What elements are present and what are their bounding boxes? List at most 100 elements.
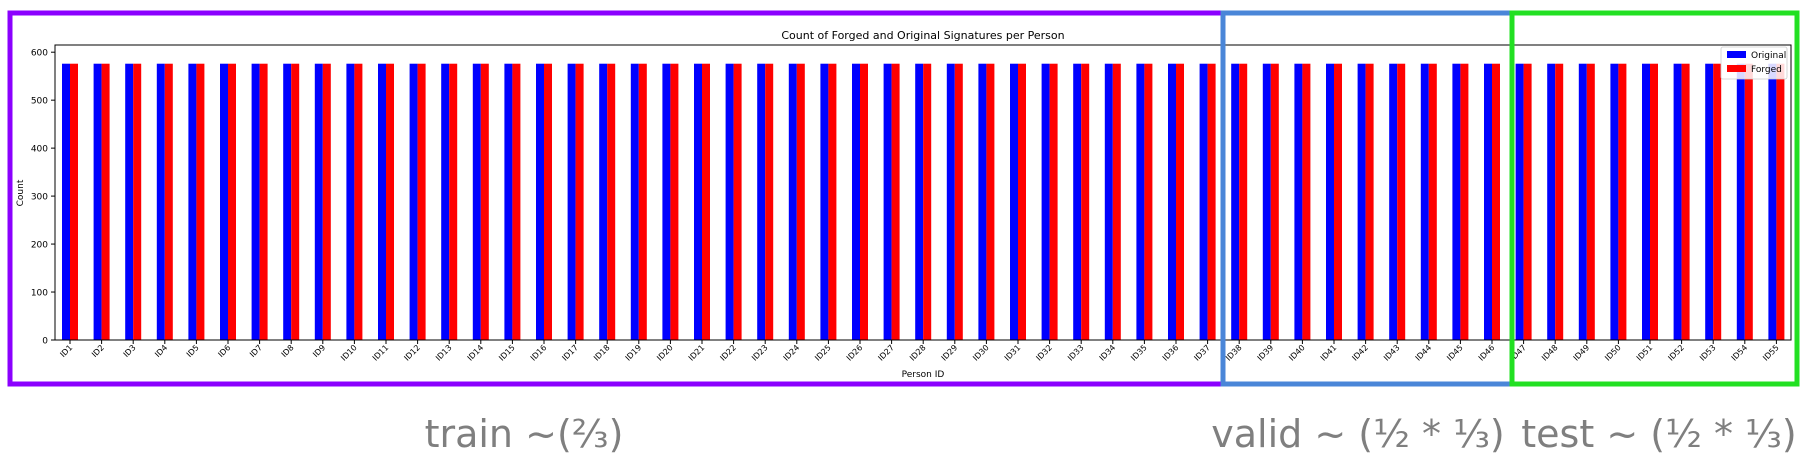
bar-forged-ID50 bbox=[1618, 63, 1627, 341]
x-tick-label: ID34 bbox=[1098, 343, 1118, 363]
bar-original-ID46 bbox=[1484, 63, 1492, 341]
y-tick-label: 200 bbox=[31, 241, 48, 251]
x-tick-label: ID14 bbox=[466, 343, 486, 363]
bar-original-ID11 bbox=[378, 63, 386, 341]
bar-original-ID33 bbox=[1073, 63, 1082, 341]
bar-forged-ID36 bbox=[1176, 63, 1184, 341]
bar-original-ID29 bbox=[946, 63, 955, 341]
x-tick-label: ID41 bbox=[1319, 343, 1339, 363]
bar-forged-ID26 bbox=[860, 63, 868, 341]
legend-swatch-original bbox=[1727, 51, 1746, 58]
bar-forged-ID49 bbox=[1586, 63, 1595, 341]
bar-original-ID3 bbox=[125, 63, 134, 341]
x-axis-label: Person ID bbox=[902, 370, 945, 380]
x-tick-label: ID49 bbox=[1572, 343, 1592, 363]
bar-forged-ID53 bbox=[1713, 63, 1722, 341]
y-tick-label: 400 bbox=[31, 145, 48, 155]
x-tick-label: ID29 bbox=[940, 343, 960, 363]
bar-forged-ID55 bbox=[1776, 63, 1785, 341]
bar-forged-ID16 bbox=[544, 63, 552, 341]
bar-forged-ID44 bbox=[1428, 63, 1437, 341]
bar-original-ID35 bbox=[1136, 63, 1145, 341]
bar-forged-ID52 bbox=[1681, 63, 1690, 341]
bar-forged-ID22 bbox=[733, 63, 742, 341]
caption-test: test ~ (½ * ⅓) bbox=[1521, 412, 1797, 456]
x-tick-label: ID16 bbox=[529, 343, 549, 363]
caption-train: train ~(⅔) bbox=[424, 412, 624, 456]
x-tick-label: ID46 bbox=[1477, 343, 1497, 363]
bar-forged-ID28 bbox=[923, 63, 932, 341]
y-tick-label: 300 bbox=[31, 193, 48, 203]
bar-forged-ID39 bbox=[1270, 63, 1279, 341]
x-tick-label: ID23 bbox=[750, 343, 770, 363]
bar-original-ID16 bbox=[536, 63, 544, 341]
bar-original-ID38 bbox=[1231, 63, 1240, 341]
bar-forged-ID54 bbox=[1744, 63, 1753, 341]
bar-original-ID27 bbox=[883, 63, 892, 341]
bar-forged-ID12 bbox=[417, 63, 426, 341]
x-tick-label: ID27 bbox=[876, 343, 896, 363]
bar-original-ID6 bbox=[220, 63, 228, 341]
x-tick-label: ID35 bbox=[1129, 343, 1149, 363]
bar-forged-ID45 bbox=[1460, 63, 1469, 341]
legend-label-forged: Forged bbox=[1751, 65, 1782, 75]
bar-forged-ID40 bbox=[1302, 63, 1311, 341]
bar-original-ID48 bbox=[1547, 63, 1556, 341]
x-tick-label: ID25 bbox=[813, 343, 833, 363]
y-tick-label: 100 bbox=[31, 289, 48, 299]
x-tick-label: ID7 bbox=[248, 343, 264, 359]
y-axis-label: Count bbox=[16, 179, 26, 206]
x-tick-label: ID26 bbox=[845, 343, 865, 363]
x-tick-label: ID19 bbox=[624, 343, 644, 363]
bar-forged-ID19 bbox=[638, 63, 647, 341]
caption-valid: valid ~ (½ * ⅓) bbox=[1211, 412, 1505, 456]
bar-forged-ID21 bbox=[702, 63, 710, 341]
x-tick-label: ID44 bbox=[1414, 343, 1434, 363]
bar-original-ID23 bbox=[757, 63, 766, 341]
x-tick-label: ID53 bbox=[1698, 343, 1718, 363]
y-tick-label: 500 bbox=[31, 97, 48, 107]
bar-forged-ID1 bbox=[70, 63, 78, 341]
bar-forged-ID8 bbox=[291, 63, 300, 341]
x-tick-label: ID28 bbox=[908, 343, 928, 363]
bar-forged-ID13 bbox=[449, 63, 458, 341]
x-tick-label: ID42 bbox=[1350, 343, 1370, 363]
bar-original-ID7 bbox=[251, 63, 260, 341]
x-tick-label: ID5 bbox=[185, 343, 201, 359]
bar-original-ID22 bbox=[725, 63, 734, 341]
bar-original-ID36 bbox=[1168, 63, 1176, 341]
bar-original-ID45 bbox=[1452, 63, 1461, 341]
bar-forged-ID17 bbox=[575, 63, 584, 341]
bar-forged-ID51 bbox=[1650, 63, 1658, 341]
x-tick-label: ID30 bbox=[971, 343, 991, 363]
x-tick-label: ID8 bbox=[280, 343, 296, 359]
bar-forged-ID30 bbox=[986, 63, 995, 341]
x-tick-label: ID15 bbox=[497, 343, 517, 363]
legend-label-original: Original bbox=[1751, 51, 1786, 61]
bar-original-ID51 bbox=[1642, 63, 1650, 341]
bar-forged-ID33 bbox=[1081, 63, 1090, 341]
bar-original-ID53 bbox=[1705, 63, 1714, 341]
bar-original-ID12 bbox=[409, 63, 418, 341]
split-boxes bbox=[7, 10, 1800, 387]
bar-original-ID14 bbox=[472, 63, 481, 341]
bar-original-ID9 bbox=[314, 63, 323, 341]
bar-forged-ID42 bbox=[1365, 63, 1374, 341]
bar-original-ID55 bbox=[1768, 63, 1777, 341]
bar-original-ID40 bbox=[1294, 63, 1303, 341]
y-tick-label: 0 bbox=[42, 337, 48, 347]
bar-original-ID34 bbox=[1104, 63, 1113, 341]
bar-original-ID17 bbox=[567, 63, 576, 341]
bar-original-ID15 bbox=[504, 63, 513, 341]
bar-original-ID39 bbox=[1262, 63, 1271, 341]
bar-forged-ID2 bbox=[101, 63, 110, 341]
bar-original-ID1 bbox=[62, 63, 70, 341]
x-tick-label: ID51 bbox=[1635, 343, 1655, 363]
bar-original-ID31 bbox=[1010, 63, 1018, 341]
x-tick-label: ID37 bbox=[1192, 343, 1212, 363]
x-tick-label: ID4 bbox=[153, 343, 169, 359]
bar-forged-ID37 bbox=[1207, 63, 1216, 341]
bar-original-ID10 bbox=[346, 63, 355, 341]
bar-forged-ID41 bbox=[1334, 63, 1342, 341]
